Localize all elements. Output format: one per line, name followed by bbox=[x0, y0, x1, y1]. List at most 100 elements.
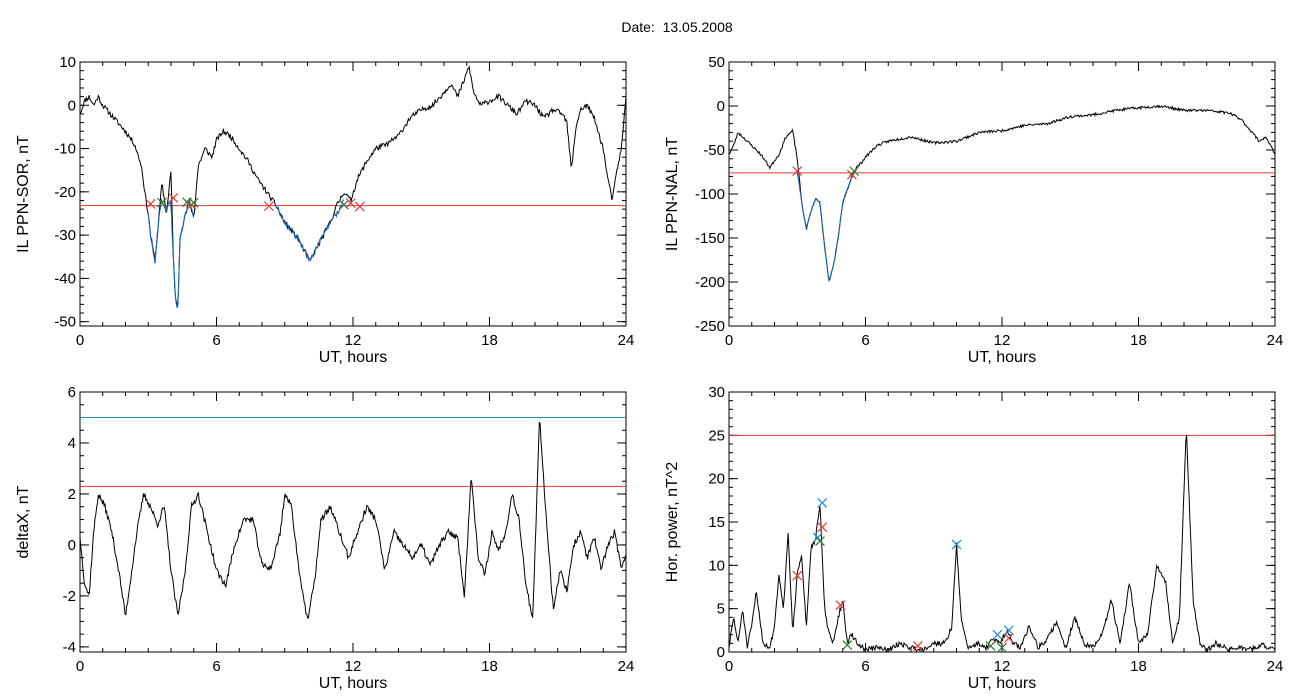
y-tick-label: 20 bbox=[708, 471, 725, 488]
y-tick-label: -150 bbox=[695, 230, 725, 247]
y-tick-label: -20 bbox=[54, 184, 76, 201]
x-tick-label: 24 bbox=[618, 658, 635, 675]
event-marker bbox=[912, 641, 923, 651]
y-tick-label: -10 bbox=[54, 141, 76, 158]
y-tick-label: 5 bbox=[717, 601, 725, 618]
event-marker bbox=[263, 201, 274, 212]
y-tick-label: -200 bbox=[695, 274, 725, 291]
plot-frame bbox=[728, 61, 1276, 327]
y-tick-label: 10 bbox=[59, 54, 76, 71]
event-marker bbox=[997, 642, 1007, 652]
y-tick-label: 10 bbox=[708, 557, 725, 574]
y-tick-label: 15 bbox=[708, 514, 725, 531]
y-tick-label: -30 bbox=[54, 227, 76, 244]
event-marker bbox=[817, 498, 828, 508]
event-marker bbox=[842, 640, 853, 650]
event-marker bbox=[1003, 633, 1014, 644]
event-marker bbox=[792, 166, 803, 177]
event-marker bbox=[951, 539, 962, 550]
y-tick-label: 30 bbox=[708, 384, 725, 401]
plot-area bbox=[80, 65, 626, 309]
y-axis-label: Hor. power, nT^2 bbox=[664, 462, 681, 583]
plot-area bbox=[729, 434, 1275, 652]
x-tick-label: 6 bbox=[861, 332, 869, 349]
x-tick-label: 24 bbox=[1267, 658, 1284, 675]
x-axis-label: UT, hours bbox=[968, 675, 1036, 692]
x-tick-label: 18 bbox=[481, 658, 498, 675]
y-tick-label: 0 bbox=[717, 98, 725, 115]
event-marker bbox=[156, 197, 167, 208]
chart-panel-bottom-right: 0 6 12 18 24 0 5 10 15 20 25 30 UT, hours Hor. power,… bbox=[664, 384, 1283, 692]
y-tick-label: -100 bbox=[695, 186, 725, 203]
y-axis-label: deltaX, nT bbox=[15, 485, 32, 558]
date-value: 13.05.2008 bbox=[662, 19, 733, 35]
x-tick-label: 6 bbox=[212, 658, 220, 675]
event-marker bbox=[817, 522, 828, 533]
series-line bbox=[147, 198, 195, 309]
x-tick-label: 18 bbox=[1130, 332, 1147, 349]
chart-panel-top-left: 0 6 12 18 24 -50 -40 -30 -20 -10 0 10 UT, hours IL PP… bbox=[15, 54, 634, 366]
event-marker bbox=[985, 641, 996, 651]
x-tick-label: 0 bbox=[725, 332, 733, 349]
x-tick-label: 12 bbox=[994, 658, 1011, 675]
event-marker bbox=[354, 201, 365, 212]
event-marker bbox=[815, 536, 825, 546]
series-line bbox=[729, 104, 1275, 282]
y-axis-label: IL PPN-SOR, nT bbox=[15, 135, 32, 253]
event-marker bbox=[1003, 625, 1014, 636]
event-marker bbox=[188, 197, 199, 208]
event-marker bbox=[338, 199, 349, 210]
y-tick-label: -40 bbox=[54, 270, 76, 287]
x-tick-label: 24 bbox=[618, 332, 635, 349]
y-tick-label: 2 bbox=[68, 486, 76, 503]
event-marker bbox=[849, 166, 860, 177]
x-tick-label: 12 bbox=[345, 332, 362, 349]
y-tick-label: 50 bbox=[708, 54, 725, 71]
chart-panel-top-right: 0 6 12 18 24 -250 -200 -150 -100 -50 0 50 UT, hours I… bbox=[664, 54, 1283, 366]
event-marker bbox=[992, 629, 1003, 640]
event-marker bbox=[145, 199, 156, 209]
y-tick-label: -50 bbox=[54, 314, 76, 331]
series-line bbox=[729, 434, 1275, 652]
figure-date-title: Date: 13.05.2008 bbox=[0, 19, 1300, 35]
plot-area bbox=[80, 416, 626, 619]
plot-frame bbox=[728, 391, 1276, 653]
x-axis-label: UT, hours bbox=[319, 349, 387, 366]
y-tick-label: 0 bbox=[717, 644, 725, 661]
event-marker bbox=[792, 570, 803, 581]
x-tick-label: 18 bbox=[481, 332, 498, 349]
plot-frame bbox=[79, 391, 627, 653]
y-axis-label: IL PPN-NAL, nT bbox=[664, 137, 681, 251]
x-tick-label: 6 bbox=[861, 658, 869, 675]
y-tick-label: 0 bbox=[68, 537, 76, 554]
y-tick-label: -50 bbox=[703, 142, 725, 159]
y-tick-label: -4 bbox=[63, 639, 76, 656]
event-marker bbox=[345, 198, 356, 209]
x-tick-label: 18 bbox=[1130, 658, 1147, 675]
x-axis-label: UT, hours bbox=[319, 675, 387, 692]
series-line bbox=[275, 199, 345, 262]
series-line bbox=[80, 421, 626, 619]
y-tick-label: 4 bbox=[68, 435, 76, 452]
x-tick-label: 0 bbox=[76, 658, 84, 675]
y-tick-label: 6 bbox=[68, 384, 76, 401]
x-tick-label: 6 bbox=[212, 332, 220, 349]
x-tick-label: 24 bbox=[1267, 332, 1284, 349]
event-marker bbox=[835, 600, 846, 611]
y-tick-label: 25 bbox=[708, 427, 725, 444]
series-line bbox=[796, 169, 857, 281]
y-tick-label: 0 bbox=[68, 97, 76, 114]
x-tick-label: 12 bbox=[345, 658, 362, 675]
plot-area bbox=[729, 104, 1275, 282]
x-axis-label: UT, hours bbox=[968, 349, 1036, 366]
x-tick-label: 0 bbox=[76, 332, 84, 349]
y-tick-label: -2 bbox=[63, 588, 76, 605]
event-marker bbox=[168, 192, 179, 203]
x-tick-label: 12 bbox=[994, 332, 1011, 349]
date-label: Date: bbox=[621, 19, 655, 35]
x-tick-label: 0 bbox=[725, 658, 733, 675]
series-line bbox=[80, 65, 626, 307]
y-tick-label: -250 bbox=[695, 318, 725, 335]
